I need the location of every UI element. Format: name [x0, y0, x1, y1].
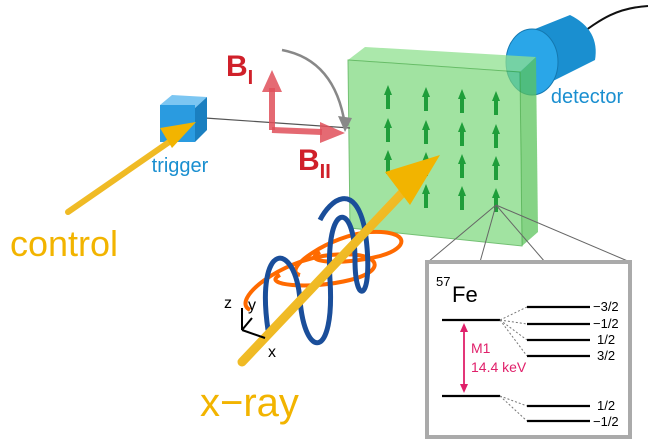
isotope-mass: 57 [436, 274, 450, 289]
b-subscript: II [320, 161, 331, 183]
diagram: detector trigger control BI BII x−ray z … [0, 0, 651, 441]
b-par-arrowhead [320, 122, 345, 143]
plate-side [520, 57, 538, 246]
isotope-element: Fe [452, 282, 478, 307]
b-symbol: B [298, 144, 320, 177]
b-par-label: BII [298, 144, 331, 183]
rotation-arc [282, 50, 345, 125]
axis-z: z [224, 295, 232, 312]
level-label: −3/2 [593, 299, 619, 314]
axis-y: y [248, 297, 256, 314]
level-label: 1/2 [597, 332, 615, 347]
axis-x: x [268, 344, 276, 361]
level-label: −1/2 [593, 316, 619, 331]
xray-label: x−ray [200, 381, 299, 425]
b-subscript: I [248, 67, 254, 89]
control-label: control [10, 223, 118, 264]
level-label: 3/2 [597, 348, 615, 363]
energy-label: 14.4 keV [471, 359, 527, 375]
b-perp-label: BI [226, 50, 253, 89]
b-symbol: B [226, 50, 248, 83]
level-label: −1/2 [593, 414, 619, 429]
transition-label: M1 [471, 340, 491, 356]
trigger-label: trigger [152, 155, 209, 177]
b-perp-arrowhead [262, 70, 282, 92]
level-label: 1/2 [597, 398, 615, 413]
detector-label: detector [551, 86, 624, 108]
page: detector trigger control BI BII x−ray z … [0, 0, 651, 441]
b-par-arrow [272, 130, 322, 132]
